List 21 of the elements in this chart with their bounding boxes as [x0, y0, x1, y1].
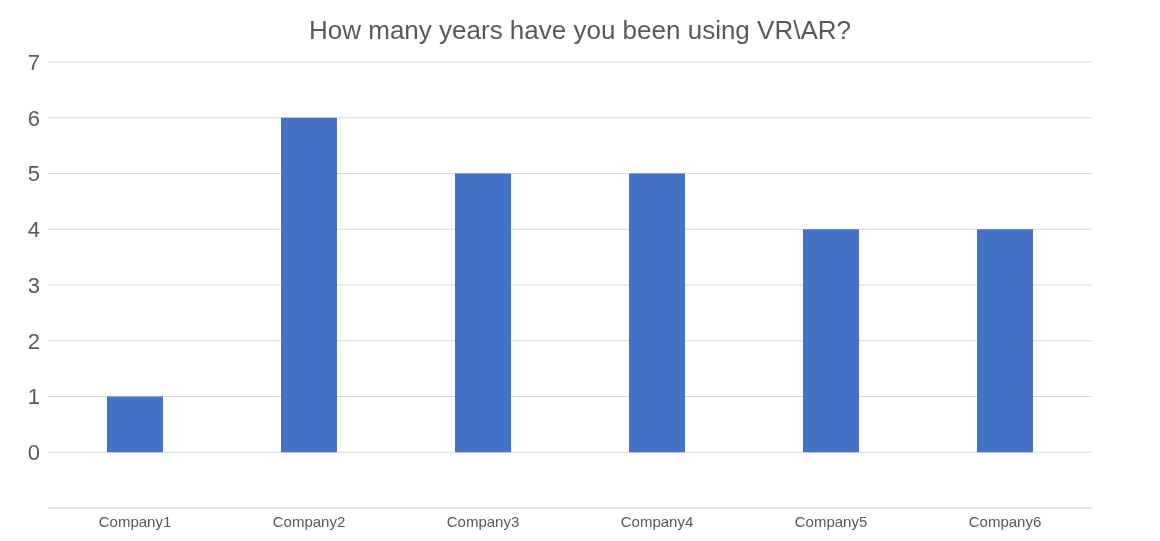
- y-tick-label: 2: [27, 328, 40, 354]
- bar: [803, 229, 859, 453]
- y-tick-label: 0: [27, 440, 40, 466]
- y-tick-label: 7: [27, 49, 40, 75]
- bar: [281, 117, 337, 453]
- chart-title: How many years have you been using VR\AR?: [309, 15, 851, 45]
- x-tick-label: Company1: [98, 512, 172, 530]
- bar: [977, 229, 1033, 453]
- x-tick-label: Company5: [794, 512, 868, 530]
- x-tick-label: Company3: [446, 512, 520, 530]
- bar: [107, 396, 163, 453]
- y-tick-label: 3: [27, 272, 40, 298]
- x-tick-label: Company4: [620, 512, 694, 530]
- x-tick-label: Company6: [968, 512, 1042, 530]
- x-tick-label: Company2: [272, 512, 346, 530]
- bar: [455, 173, 511, 453]
- y-tick-label: 1: [27, 384, 40, 410]
- bar: [629, 173, 685, 453]
- y-tick-label: 6: [27, 105, 40, 131]
- y-tick-label: 4: [27, 217, 40, 243]
- y-tick-label: 5: [27, 161, 40, 187]
